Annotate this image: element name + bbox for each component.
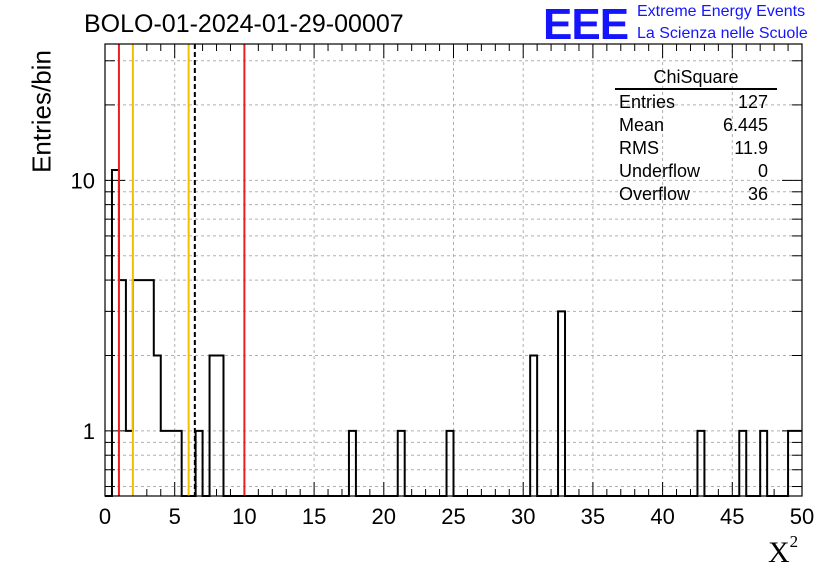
histogram-bin bbox=[558, 311, 565, 496]
stats-value: 0 bbox=[757, 161, 768, 181]
x-tick-label: 20 bbox=[372, 504, 396, 529]
stats-label: RMS bbox=[619, 138, 659, 158]
x-tick-label: 35 bbox=[581, 504, 605, 529]
stats-title: ChiSquare bbox=[615, 66, 777, 90]
histogram-bin bbox=[119, 280, 126, 496]
logo-line-1: Extreme Energy Events bbox=[637, 3, 806, 20]
x-axis-label: X2 bbox=[768, 532, 798, 570]
stats-row-overflow: Overflow 36 bbox=[611, 182, 777, 205]
stats-box: ChiSquare Entries 127 Mean 6.445 RMS 11.9 U… bbox=[611, 66, 777, 205]
x-axis-label-symbol: X bbox=[768, 536, 790, 569]
logo-line-2: La Scienza nelle Scuole bbox=[637, 25, 808, 42]
stats-value: 6.445 bbox=[722, 115, 768, 135]
x-tick-label: 30 bbox=[511, 504, 535, 529]
x-tick-label: 40 bbox=[650, 504, 674, 529]
y-tick-label: 10 bbox=[71, 168, 95, 193]
stats-label: Underflow bbox=[619, 161, 701, 181]
stats-label: Mean bbox=[619, 115, 665, 135]
histogram-bin bbox=[140, 280, 147, 496]
eee-logo: EEE bbox=[543, 0, 629, 49]
histogram-bin bbox=[133, 280, 140, 496]
x-tick-label: 10 bbox=[232, 504, 256, 529]
histogram-bin bbox=[147, 280, 154, 496]
stats-row-mean: Mean 6.445 bbox=[611, 113, 777, 136]
histogram-bin bbox=[217, 355, 224, 496]
histogram-bin bbox=[530, 355, 537, 496]
stats-label: Entries bbox=[619, 92, 676, 112]
y-axis-label: Entries/bin bbox=[26, 50, 57, 173]
stats-value: 127 bbox=[737, 92, 768, 112]
run-title: BOLO-01-2024-01-29-00007 bbox=[84, 10, 404, 38]
stats-row-underflow: Underflow 0 bbox=[611, 159, 777, 182]
stats-row-rms: RMS 11.9 bbox=[611, 136, 777, 159]
stats-value: 36 bbox=[747, 184, 768, 204]
stats-value: 11.9 bbox=[734, 138, 768, 158]
x-axis-label-superscript: 2 bbox=[789, 532, 799, 551]
x-tick-label: 0 bbox=[99, 504, 111, 529]
x-tick-label: 50 bbox=[790, 504, 814, 529]
x-tick-label: 25 bbox=[441, 504, 465, 529]
x-tick-label: 15 bbox=[302, 504, 326, 529]
histogram-bin bbox=[154, 355, 161, 496]
histogram-bin bbox=[210, 355, 217, 496]
plot-frame bbox=[104, 43, 803, 497]
y-tick-label: 1 bbox=[83, 419, 95, 444]
stats-label: Overflow bbox=[619, 184, 691, 204]
x-tick-label: 45 bbox=[720, 504, 744, 529]
stats-row-entries: Entries 127 bbox=[611, 90, 777, 113]
x-tick-label: 5 bbox=[169, 504, 181, 529]
